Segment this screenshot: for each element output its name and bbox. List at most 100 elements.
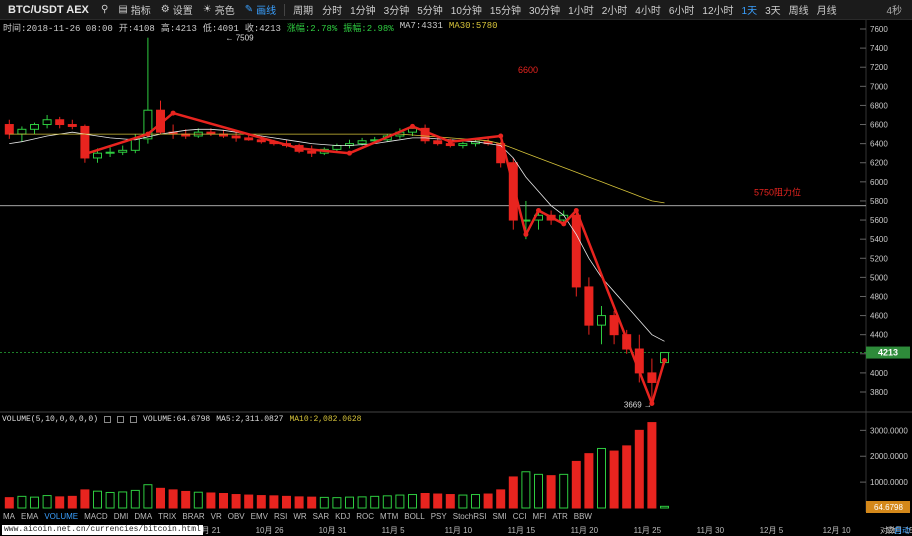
candle-body-24 — [307, 150, 317, 154]
auto-scale-button[interactable]: 自动 — [894, 526, 910, 535]
indicator-tab-9[interactable]: OBV — [227, 512, 245, 521]
indicator-tab-8[interactable]: VR — [210, 512, 222, 521]
indicator-tab-15[interactable]: ROC — [356, 512, 375, 521]
volume-bar-46 — [584, 453, 594, 509]
price-tick-8: 6000 — [870, 178, 888, 187]
indicator-tab-20[interactable]: SMI — [492, 512, 507, 521]
period-6[interactable]: 30分钟 — [529, 6, 561, 17]
indicator-tab-11[interactable]: RSI — [274, 512, 288, 521]
period-1[interactable]: 1分钟 — [350, 6, 376, 17]
indicator-tab-13[interactable]: SAR — [312, 512, 330, 521]
volume-bar-47 — [597, 447, 606, 509]
indicator-tab-12[interactable]: WR — [293, 512, 307, 521]
period-5[interactable]: 15分钟 — [489, 6, 522, 17]
candle-body-38 — [483, 141, 493, 145]
indicator-tab-2[interactable]: VOLUME — [44, 512, 79, 521]
candle-body-15 — [193, 131, 203, 137]
trend-arrow-head-0[interactable] — [145, 131, 151, 137]
period-10[interactable]: 6小时 — [668, 6, 695, 17]
price-tick-17: 4200 — [870, 350, 888, 359]
price-tick-16: 4400 — [870, 331, 888, 340]
trend-arrow-head-7[interactable] — [523, 231, 529, 237]
settings-button[interactable]: ⚙ 设置 — [156, 0, 198, 20]
trend-arrow-head-8[interactable] — [536, 208, 541, 213]
indicator-tab-0[interactable]: MA — [3, 512, 15, 521]
indicator-tab-23[interactable]: ATR — [552, 512, 568, 521]
period-8[interactable]: 2小时 — [601, 6, 628, 17]
chart-icon: ▤ — [118, 4, 128, 15]
volume-tick-0: 3000.0000 — [870, 426, 908, 435]
period-9[interactable]: 4小时 — [635, 6, 661, 17]
candle-body-21 — [269, 141, 279, 145]
trend-arrow-head-1[interactable] — [170, 110, 176, 116]
volume-bar-40 — [508, 476, 518, 509]
indicator-tab-17[interactable]: BOLL — [404, 512, 425, 521]
period-2[interactable]: 3分钟 — [383, 6, 410, 17]
volume-tick-2: 1000.0000 — [870, 478, 908, 487]
volume-bar-1 — [17, 495, 27, 509]
volume-bar-4 — [55, 496, 65, 509]
volume-bar-17 — [219, 493, 228, 509]
theme-button[interactable]: ☀ 亮色 — [198, 0, 240, 20]
indicator-tab-19[interactable]: StochRSI — [452, 512, 487, 521]
indicator-tab-3[interactable]: MACD — [84, 512, 108, 521]
indicator-tab-21[interactable]: CCI — [512, 512, 527, 521]
indicator-tab-18[interactable]: PSY — [430, 512, 447, 521]
period-3[interactable]: 5分钟 — [417, 6, 443, 17]
candle-body-1 — [17, 128, 27, 135]
trend-arrow-head-3[interactable] — [347, 150, 352, 156]
settings-icon[interactable] — [117, 416, 125, 423]
volume-bar-18 — [231, 494, 241, 509]
trend-arrow-head-11[interactable] — [649, 400, 655, 406]
volume-bar-10 — [130, 489, 140, 509]
indicator-tab-10[interactable]: EMV — [250, 512, 268, 521]
indicator-tab-7[interactable]: BRAR — [182, 512, 205, 521]
indicator-tab-22[interactable]: MFI — [532, 512, 547, 521]
close-icon[interactable] — [130, 416, 138, 423]
period-14[interactable]: 周线 — [788, 6, 809, 17]
ohlc-high: 高:4213 — [160, 24, 197, 34]
trend-arrows[interactable] — [84, 110, 667, 406]
period-13[interactable]: 3天 — [765, 6, 781, 17]
volume-bar-33 — [420, 493, 430, 509]
candle-body-48 — [609, 315, 619, 336]
candle-body-45 — [571, 214, 581, 288]
trend-arrow-head-4[interactable] — [410, 123, 415, 129]
indicator-tab-14[interactable]: KDJ — [335, 512, 351, 521]
indicator-tab-5[interactable]: DMA — [134, 512, 153, 521]
indicator-tab-24[interactable]: BBW — [573, 512, 592, 521]
trend-arrow-head-9[interactable] — [561, 221, 567, 227]
candle-body-27 — [345, 143, 354, 147]
draw-button[interactable]: ✎ 画线 — [240, 0, 281, 20]
trend-arrow-head-5[interactable] — [447, 139, 453, 145]
indicator-tab-1[interactable]: EMA — [21, 512, 39, 521]
volume-bar-20 — [256, 495, 266, 509]
period-0[interactable]: 分时 — [322, 6, 343, 17]
volume-bar-43 — [546, 475, 556, 509]
indicator-tab-16[interactable]: MTM — [380, 512, 399, 521]
trend-arrow-path[interactable] — [84, 111, 666, 405]
trend-arrow-head-6[interactable] — [498, 133, 504, 139]
indicators-button[interactable]: ▤ 指标 — [113, 0, 155, 20]
period-12[interactable]: 1天 — [741, 6, 758, 17]
source-url[interactable]: www.aicoin.net.cn/currencies/bitcoin.htm… — [2, 525, 203, 535]
trend-arrow-head-2[interactable] — [296, 145, 302, 151]
indicator-tab-4[interactable]: DMI — [113, 512, 129, 521]
period-15[interactable]: 月线 — [816, 6, 837, 17]
toolbar: BTC/USDT AEX ⚲ ▤ 指标 ⚙ 设置 ☀ 亮色 ✎ 画线 周期 分时 1分钟 3… — [0, 0, 912, 20]
trend-arrow-head-12[interactable] — [662, 357, 667, 363]
symbol-title[interactable]: BTC/USDT AEX — [8, 3, 89, 16]
trend-arrow-head-10[interactable] — [573, 208, 579, 213]
period-11[interactable]: 12小时 — [702, 6, 734, 17]
candle-body-37 — [471, 141, 480, 145]
eye-icon[interactable] — [104, 416, 112, 423]
candle-body-30 — [382, 135, 392, 141]
candle-body-11 — [143, 109, 153, 140]
search-icon[interactable]: ⚲ — [101, 4, 109, 15]
indicator-tab-6[interactable]: TRIX — [158, 512, 177, 521]
period-4[interactable]: 10分钟 — [450, 6, 482, 17]
period-7[interactable]: 1小时 — [568, 6, 594, 17]
gear-icon: ⚙ — [160, 4, 170, 15]
candle-body-8 — [105, 151, 115, 154]
